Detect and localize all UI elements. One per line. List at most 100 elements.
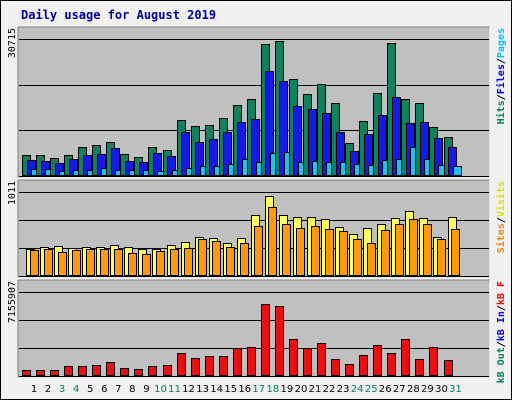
x-tick-label: 6	[101, 384, 107, 395]
bar-kb-f-26	[373, 345, 382, 376]
x-tick-label: 7	[115, 384, 121, 395]
bar-kb-f-22	[317, 343, 326, 376]
legend-entry: Visits	[495, 181, 507, 217]
x-tick-label: 5	[87, 384, 93, 395]
ymax-label-hits: 30715	[7, 28, 18, 58]
bar-kb-f-27	[387, 353, 396, 376]
bar-sites-18	[268, 207, 277, 276]
x-tick-label: 29	[421, 384, 434, 395]
bar-files-20	[293, 106, 302, 176]
bar-sites-26	[381, 230, 390, 276]
chart-title: Daily usage for August 2019	[21, 8, 217, 22]
x-tick-label: 20	[295, 384, 308, 395]
bar-sites-22	[325, 229, 334, 276]
x-tick-label: 12	[182, 384, 195, 395]
bar-sites-14	[212, 241, 221, 276]
bar-kb-f-18	[261, 304, 270, 376]
legend-entry: kB Out	[496, 347, 507, 383]
x-tick-label: 18	[266, 384, 279, 395]
bar-sites-10	[156, 251, 165, 276]
bar-sites-21	[311, 226, 320, 276]
bar-kb-f-8	[120, 368, 129, 376]
bar-kb-f-25	[359, 355, 368, 376]
x-tick-label: 9	[143, 384, 149, 395]
bar-kb-f-17	[247, 347, 256, 376]
x-tick-label: 27	[393, 384, 406, 395]
legend-entry: Sites	[495, 223, 507, 253]
bar-kb-f-12	[177, 353, 186, 376]
x-tick-label: 24	[351, 384, 364, 395]
legend-entry: Hits	[495, 100, 507, 124]
bar-sites-23	[339, 231, 348, 276]
bar-files-16	[237, 122, 246, 176]
x-tick-label: 11	[168, 384, 181, 395]
bar-kb-f-31	[444, 360, 453, 376]
legend-entry: /	[496, 341, 507, 347]
bar-sites-2	[44, 249, 53, 276]
bar-sites-25	[367, 243, 376, 276]
bar-files-19	[279, 81, 288, 176]
bar-kb-f-9	[134, 369, 143, 376]
bar-sites-11	[170, 249, 179, 276]
legend-entry: kB F	[496, 281, 507, 305]
bar-kb-f-2	[36, 370, 45, 376]
bar-files-14	[209, 139, 218, 176]
x-tick-label: 25	[365, 384, 378, 395]
bar-kb-f-4	[64, 366, 73, 376]
x-tick-label: 22	[323, 384, 336, 395]
x-tick-label: 13	[196, 384, 209, 395]
x-tick-label: 19	[281, 384, 294, 395]
x-tick-label: 28	[407, 384, 420, 395]
bar-sites-29	[423, 224, 432, 276]
legend-entry: /	[496, 217, 507, 223]
bar-sites-31	[451, 229, 460, 276]
legend-kbytes: kB Out/kB In/kB F	[496, 281, 507, 383]
bar-kb-f-21	[303, 348, 312, 376]
x-tick-label: 23	[337, 384, 350, 395]
bar-sites-8	[128, 253, 137, 276]
x-tick-label: 26	[379, 384, 392, 395]
bar-files-12	[181, 132, 190, 176]
bar-kb-f-24	[345, 364, 354, 376]
bar-sites-15	[226, 247, 235, 276]
bar-kb-f-15	[219, 356, 228, 376]
bar-kb-f-3	[50, 370, 59, 376]
bar-sites-4	[72, 250, 81, 276]
bar-kb-f-30	[429, 347, 438, 376]
legend-hits: Hits/Files/Pages	[495, 28, 507, 124]
bar-sites-19	[282, 224, 291, 276]
bar-kb-f-19	[275, 306, 284, 376]
bar-sites-27	[395, 224, 404, 276]
bar-kb-f-11	[163, 365, 172, 376]
bar-sites-28	[409, 219, 418, 276]
bar-sites-16	[240, 243, 249, 276]
bar-kb-f-5	[78, 366, 87, 376]
x-tick-label: 3	[59, 384, 65, 395]
bar-kb-f-23	[331, 359, 340, 376]
bar-sites-13	[198, 239, 207, 276]
x-tick-label: 16	[238, 384, 251, 395]
x-tick-label: 14	[210, 384, 223, 395]
bar-kb-f-6	[92, 365, 101, 376]
bar-kb-f-28	[401, 339, 410, 376]
legend-entry: /	[496, 58, 507, 64]
x-tick-label: 15	[224, 384, 237, 395]
bar-sites-17	[254, 226, 263, 276]
bar-files-15	[223, 132, 232, 176]
x-tick-label: 10	[154, 384, 167, 395]
bar-files-31	[448, 147, 457, 176]
x-tick-label: 8	[129, 384, 135, 395]
bar-files-17	[251, 119, 260, 176]
x-tick-label: 2	[45, 384, 51, 395]
bar-kb-f-14	[205, 356, 214, 376]
bar-kb-f-7	[106, 362, 115, 376]
bar-kb-f-20	[289, 339, 298, 376]
x-tick-label: 21	[309, 384, 322, 395]
bar-sites-9	[142, 254, 151, 276]
ymax-label-visits: 1011	[7, 181, 18, 205]
bar-kb-f-29	[415, 359, 424, 376]
legend-entry: /	[496, 94, 507, 100]
bar-pages-31	[453, 166, 462, 176]
ymax-label-kbytes: 7155907	[7, 281, 18, 323]
